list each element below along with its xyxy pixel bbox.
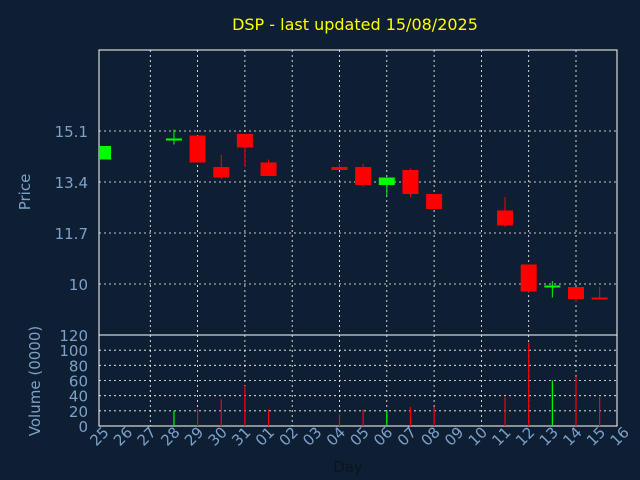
volume-gridlines xyxy=(99,335,617,426)
candle-body xyxy=(189,135,206,163)
volume-tick-label: 40 xyxy=(69,388,88,406)
price-tick-label: 10 xyxy=(69,276,88,294)
candle-28 xyxy=(165,129,182,145)
candle-body xyxy=(402,170,419,194)
volume-tick-label: 20 xyxy=(69,403,88,421)
price-tick-label: 13.4 xyxy=(55,174,88,192)
volume-bars xyxy=(173,342,601,426)
candle-body xyxy=(520,264,537,292)
candle-01 xyxy=(260,159,277,176)
candle-29 xyxy=(189,135,206,163)
x-axis-label: Day xyxy=(333,458,363,476)
candle-body xyxy=(568,287,584,299)
candle-body xyxy=(544,285,561,288)
candle-30 xyxy=(213,155,230,179)
candle-body xyxy=(165,138,182,141)
candles xyxy=(99,129,608,302)
candle-body xyxy=(99,146,111,160)
candle-body xyxy=(355,167,372,185)
candle-05 xyxy=(355,164,372,187)
price-tick-label: 15.1 xyxy=(55,123,88,141)
price-ylabel: Price xyxy=(16,174,34,211)
candle-body xyxy=(497,210,514,226)
candle-body xyxy=(236,134,253,148)
candle-31 xyxy=(236,134,253,167)
candle-body xyxy=(591,297,608,300)
candle-body xyxy=(213,167,230,178)
candle-13 xyxy=(544,281,561,298)
candle-body xyxy=(260,162,277,176)
candle-07 xyxy=(402,168,419,197)
candle-06 xyxy=(378,177,395,196)
volume-tick-label: 100 xyxy=(59,342,88,360)
price-tick-label: 11.7 xyxy=(55,225,88,243)
candle-25 xyxy=(99,146,111,160)
candle-body xyxy=(331,167,348,170)
volume-tick-label: 0 xyxy=(78,418,88,436)
candle-12 xyxy=(520,264,537,293)
candle-body xyxy=(378,177,395,185)
chart-title: DSP - last updated 15/08/2025 xyxy=(232,15,478,34)
candle-15 xyxy=(591,287,608,300)
volume-ylabel: Volume (0000) xyxy=(26,326,44,436)
volume-tick-label: 60 xyxy=(69,373,88,391)
candle-14 xyxy=(568,287,584,302)
candle-11 xyxy=(497,197,514,227)
candle-body xyxy=(426,194,443,209)
candle-04 xyxy=(331,164,348,170)
price-y-ticks: 10 11.7 13.4 15.1 xyxy=(55,123,88,294)
volume-tick-label: 120 xyxy=(59,327,88,345)
candle-08 xyxy=(426,194,443,209)
price-panel: 10 11.7 13.4 15.1 Price xyxy=(16,49,618,336)
x-axis-ticks: 2526272829303101020304050607080910111213… xyxy=(86,423,633,449)
volume-tick-label: 80 xyxy=(69,357,88,375)
volume-frame xyxy=(98,334,618,427)
